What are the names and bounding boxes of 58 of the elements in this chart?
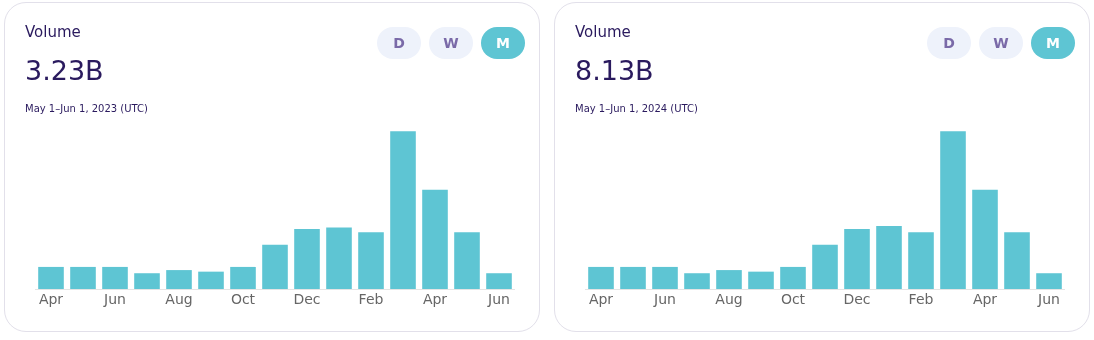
bar xyxy=(716,270,742,289)
bar xyxy=(684,273,710,289)
bar xyxy=(230,266,256,289)
bar xyxy=(588,266,614,289)
period-button: W xyxy=(429,27,473,59)
bar xyxy=(358,232,384,289)
bar xyxy=(198,271,224,289)
bar xyxy=(294,229,320,289)
period-button: D xyxy=(377,27,421,59)
x-tick-label: Jun xyxy=(103,291,126,307)
x-tick-label: Oct xyxy=(230,291,256,307)
x-tick-label: Feb xyxy=(358,291,384,307)
bar xyxy=(70,266,96,289)
chart-title: Volume xyxy=(25,23,81,41)
bar xyxy=(454,232,480,289)
x-tick-label: Jun xyxy=(1037,291,1060,307)
x-tick-label: Dec xyxy=(293,291,321,307)
bar xyxy=(652,266,678,289)
x-tick-label: Apr xyxy=(422,291,448,307)
bar xyxy=(166,270,192,289)
text: May 1–Jun 1, 2023 (UTC) xyxy=(25,103,148,114)
bar xyxy=(908,232,934,289)
period-button: M xyxy=(481,27,525,59)
chart-title: Volume xyxy=(575,23,631,41)
bar xyxy=(262,244,288,289)
x-tick-label: Jun xyxy=(653,291,676,307)
x-tick-label: Apr xyxy=(38,291,64,307)
bar xyxy=(844,229,870,289)
bar xyxy=(940,131,966,289)
bar xyxy=(422,189,448,289)
text: May 1–Jun 1, 2024 (UTC) xyxy=(575,103,698,114)
x-tick-label: Apr xyxy=(588,291,614,307)
x-tick-label: Oct xyxy=(780,291,806,307)
bar xyxy=(780,266,806,289)
x-tick-label: Aug xyxy=(715,291,743,307)
bar xyxy=(812,244,838,289)
bar xyxy=(486,273,512,289)
bar xyxy=(134,273,160,289)
period-button: M xyxy=(1031,27,1075,59)
period-button: W xyxy=(979,27,1023,59)
x-tick-label: Dec xyxy=(843,291,871,307)
bar xyxy=(1036,273,1062,289)
bar xyxy=(38,266,64,289)
bar xyxy=(326,227,352,289)
chart-subtitle: 8.13B xyxy=(575,55,654,86)
bar xyxy=(972,189,998,289)
x-tick-label: Feb xyxy=(908,291,934,307)
bar xyxy=(748,271,774,289)
bar xyxy=(1004,232,1030,289)
x-tick-label: Aug xyxy=(165,291,193,307)
bar xyxy=(102,266,128,289)
bar xyxy=(620,266,646,289)
bar xyxy=(876,225,902,289)
x-tick-label: Apr xyxy=(972,291,998,307)
x-tick-label: Jun xyxy=(487,291,510,307)
period-button: D xyxy=(927,27,971,59)
chart-subtitle: 3.23B xyxy=(25,55,104,86)
bar xyxy=(390,131,416,289)
